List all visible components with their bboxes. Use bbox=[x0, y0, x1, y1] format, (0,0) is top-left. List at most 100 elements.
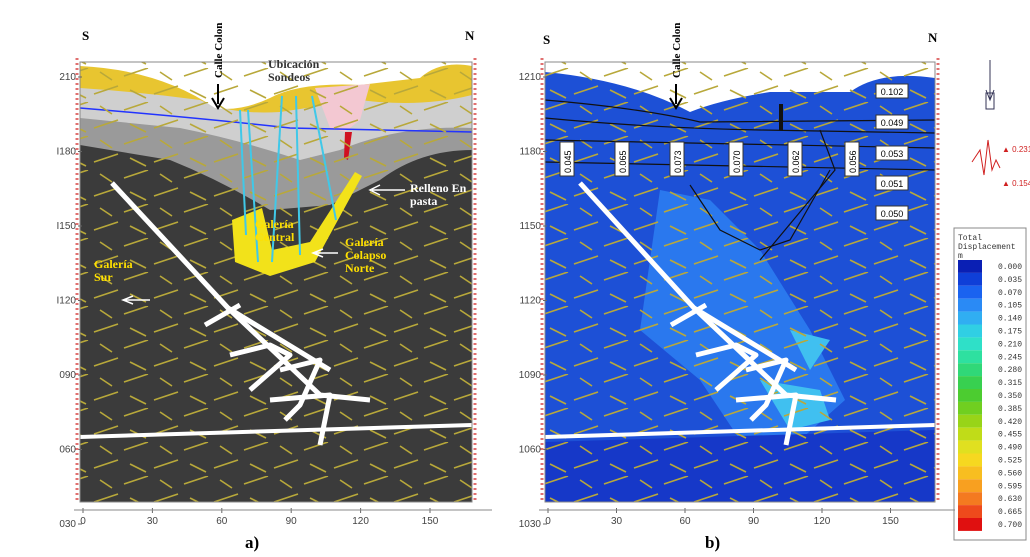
south: S bbox=[543, 32, 550, 47]
y-tick-label: 1180 bbox=[519, 147, 541, 158]
x-tick-label: 90 bbox=[748, 516, 760, 527]
legend-swatch bbox=[958, 337, 982, 351]
boreholes-label: Ubicación Sondeos bbox=[268, 57, 320, 84]
north: N bbox=[928, 30, 938, 45]
legend-label: 0.035 bbox=[998, 276, 1022, 285]
arrow-colapso bbox=[310, 248, 338, 258]
legend-label: 0.000 bbox=[998, 263, 1022, 272]
value-box bbox=[875, 205, 909, 221]
legend-swatch bbox=[958, 376, 982, 389]
sur-label: Galería Sur bbox=[94, 257, 133, 284]
y-tick-label: 030 bbox=[59, 519, 76, 530]
y-tick-label: I120 bbox=[57, 296, 77, 307]
side-box bbox=[985, 92, 995, 110]
y-tick-label: 1090 bbox=[519, 370, 542, 381]
y-tick-label: 1210 bbox=[519, 72, 542, 83]
galleries-white bbox=[578, 181, 837, 446]
y-tick-label: I180 bbox=[57, 147, 77, 158]
value-box bbox=[669, 141, 685, 177]
legend-swatch bbox=[958, 492, 982, 506]
galleries-yellow bbox=[232, 172, 362, 276]
legend-swatch bbox=[958, 453, 982, 467]
legend-label: 0.315 bbox=[998, 379, 1022, 388]
legend-label: 0.140 bbox=[998, 315, 1022, 324]
letter-a: a) bbox=[245, 533, 259, 552]
y-tick-label: 1030 bbox=[519, 519, 542, 530]
legend-title: m bbox=[958, 252, 963, 261]
legend-label: 0.700 bbox=[998, 521, 1022, 530]
y-tick-label: I150 bbox=[57, 221, 77, 232]
legend-swatch bbox=[958, 298, 982, 312]
y-tick-label: 060 bbox=[59, 445, 76, 456]
legend-swatch bbox=[958, 466, 982, 480]
legend-swatch bbox=[958, 350, 982, 364]
legend-swatch bbox=[958, 363, 982, 377]
side-wave bbox=[971, 139, 1001, 176]
legend-swatch bbox=[958, 401, 982, 415]
legend-swatch bbox=[958, 505, 982, 518]
value-box bbox=[875, 114, 909, 130]
frame bbox=[544, 61, 936, 503]
y-tick-label: 1150 bbox=[519, 221, 541, 232]
legend-title: Total bbox=[958, 234, 982, 243]
legend-swatch bbox=[958, 440, 982, 454]
legend-label: 0.070 bbox=[998, 289, 1022, 298]
frame bbox=[79, 61, 473, 503]
y-tick-label: 1060 bbox=[519, 445, 542, 456]
x-tick-label: 30 bbox=[611, 516, 623, 527]
value-label: 0.062 bbox=[791, 150, 801, 173]
street-b: Calle Colon bbox=[671, 23, 683, 78]
x-tick-label: 30 bbox=[147, 516, 159, 527]
value-label: 0.065 bbox=[618, 150, 628, 173]
fill-label: Relleno En pasta bbox=[410, 181, 467, 208]
value-label: 0.049 bbox=[881, 118, 904, 128]
legend-label: 0.105 bbox=[998, 302, 1022, 311]
x-tick-label: 0 bbox=[80, 516, 86, 527]
x-tick-label: 120 bbox=[352, 516, 369, 527]
legend-label: 0.245 bbox=[998, 353, 1022, 362]
x-tick-label: 120 bbox=[814, 516, 831, 527]
max-marker: ▲ 0.231 bbox=[1002, 145, 1030, 154]
value-label: 0.051 bbox=[881, 179, 904, 189]
value-box bbox=[559, 141, 575, 177]
x-tick-label: 60 bbox=[216, 516, 228, 527]
legend-label: 0.490 bbox=[998, 444, 1022, 453]
value-box bbox=[614, 141, 630, 177]
value-box bbox=[875, 175, 909, 191]
legend-label: 0.455 bbox=[998, 431, 1022, 440]
value-box bbox=[844, 141, 860, 177]
value-label: 0.045 bbox=[563, 150, 573, 173]
panel-b bbox=[544, 61, 936, 503]
legend-label: 0.210 bbox=[998, 340, 1022, 349]
x-tick-label: 150 bbox=[422, 516, 439, 527]
legend-swatch bbox=[958, 414, 982, 428]
legend-swatch bbox=[958, 285, 982, 299]
arrow-fill bbox=[368, 184, 405, 196]
x-tick-label: 0 bbox=[545, 516, 551, 527]
legend-swatch bbox=[958, 324, 982, 338]
value-box bbox=[728, 141, 744, 177]
legend-swatch bbox=[958, 427, 982, 441]
legend-title: Displacement bbox=[958, 243, 1016, 252]
legend-label: 0.280 bbox=[998, 366, 1022, 375]
value-label: 0.050 bbox=[881, 209, 904, 219]
south: S bbox=[82, 28, 89, 43]
legend-label: 0.385 bbox=[998, 405, 1022, 414]
arrow-a bbox=[211, 84, 225, 110]
value-label: 0.056 bbox=[848, 150, 858, 173]
colapso-label: Galería Colapso Norte bbox=[345, 235, 386, 275]
legend-swatch bbox=[958, 272, 982, 286]
value-label: 0.073 bbox=[673, 150, 683, 173]
value-box bbox=[787, 141, 803, 177]
value-label: 0.070 bbox=[732, 150, 742, 173]
value-box bbox=[875, 145, 909, 161]
legend-label: 0.420 bbox=[998, 418, 1022, 427]
north: N bbox=[465, 28, 475, 43]
legend-swatch bbox=[958, 389, 982, 402]
x-tick-label: 150 bbox=[882, 516, 899, 527]
y-tick-label: 210 bbox=[59, 72, 76, 83]
legend-swatch bbox=[958, 311, 982, 325]
legend-label: 0.525 bbox=[998, 457, 1022, 466]
min-marker: ▲ 0.154 bbox=[1002, 179, 1030, 188]
value-label: 0.053 bbox=[881, 149, 904, 159]
